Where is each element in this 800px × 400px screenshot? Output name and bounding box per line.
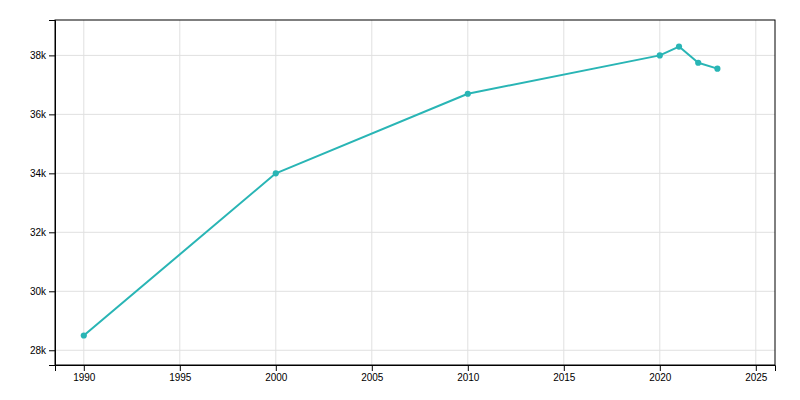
y-tick-label: 28k (30, 345, 47, 356)
y-tick-label: 38k (30, 50, 47, 61)
plot-frame (55, 20, 775, 365)
y-tick-mark (49, 173, 55, 174)
chart: 1990 1995 2000 2005 2010 2015 2020 2025 28k 30k 32… (0, 0, 800, 400)
x-tick-label: 2025 (745, 372, 768, 383)
grid-line-y (55, 232, 775, 233)
y-tick-mark (49, 232, 55, 233)
x-tick-mark (564, 365, 565, 371)
y-tick: 36k (30, 109, 55, 120)
x-tick: 2025 (745, 365, 768, 383)
point (465, 91, 471, 97)
y-tick: 34k (30, 168, 55, 179)
point (695, 60, 701, 66)
plot-area: 1990 1995 2000 2005 2010 2015 2020 2025 28k 30k 32… (30, 20, 776, 383)
y-tick-label: 32k (30, 227, 47, 238)
grid-line-y (55, 173, 775, 174)
y-tick: 38k (30, 50, 55, 61)
y-tick-mark (49, 55, 55, 56)
x-tick-mark (372, 365, 373, 371)
x-tick-label: 2010 (457, 372, 480, 383)
x-tick-label: 2000 (265, 372, 288, 383)
grid-line-x (659, 20, 660, 365)
x-tick: 1990 (73, 365, 96, 383)
x-tick: 2020 (649, 365, 672, 383)
x-tick: 2005 (361, 365, 384, 383)
point (81, 332, 87, 338)
grid-line-x (755, 20, 756, 365)
x-tick: 2015 (553, 365, 576, 383)
x-tick-label: 2005 (361, 372, 384, 383)
x-tick-label: 2020 (649, 372, 672, 383)
grid-line-y (55, 350, 775, 351)
y-axis-line (49, 21, 56, 366)
x-tick-mark (180, 365, 181, 371)
y-tick: 28k (30, 345, 55, 356)
grid-line-x (275, 20, 276, 365)
point (676, 43, 682, 49)
grid-line-y (55, 55, 775, 56)
line (84, 47, 718, 336)
grid-line-y (55, 291, 775, 292)
x-tick-mark (84, 365, 85, 371)
x-tick-label: 1995 (169, 372, 192, 383)
grid-line-x (83, 20, 84, 365)
y-tick: 30k (30, 286, 55, 297)
y-tick-mark (49, 350, 55, 351)
x-tick-label: 2015 (553, 372, 576, 383)
point (657, 52, 663, 58)
y-tick-mark (49, 291, 55, 292)
x-tick: 1995 (169, 365, 192, 383)
marks (81, 43, 721, 338)
x-tick-mark (468, 365, 469, 371)
y-tick: 32k (30, 227, 55, 238)
y-tick-mark (49, 114, 55, 115)
grid-line-x (179, 20, 180, 365)
grid (55, 20, 775, 365)
x-tick-label: 1990 (73, 372, 96, 383)
point (273, 170, 279, 176)
point (714, 66, 720, 72)
x-tick: 2010 (457, 365, 480, 383)
grid-line-x (371, 20, 372, 365)
y-tick-label: 36k (30, 109, 47, 120)
x-tick-mark (660, 365, 661, 371)
y-axis: 28k 30k 32k 34k 36k 38k (30, 21, 56, 366)
x-tick: 2000 (265, 365, 288, 383)
y-tick-label: 30k (30, 286, 47, 297)
x-axis: 1990 1995 2000 2005 2010 2015 2020 2025 (56, 365, 776, 383)
grid-line-x (467, 20, 468, 365)
grid-line-x (563, 20, 564, 365)
y-tick-label: 34k (30, 168, 47, 179)
x-tick-mark (756, 365, 757, 371)
x-axis-line (56, 366, 776, 372)
x-tick-mark (276, 365, 277, 371)
